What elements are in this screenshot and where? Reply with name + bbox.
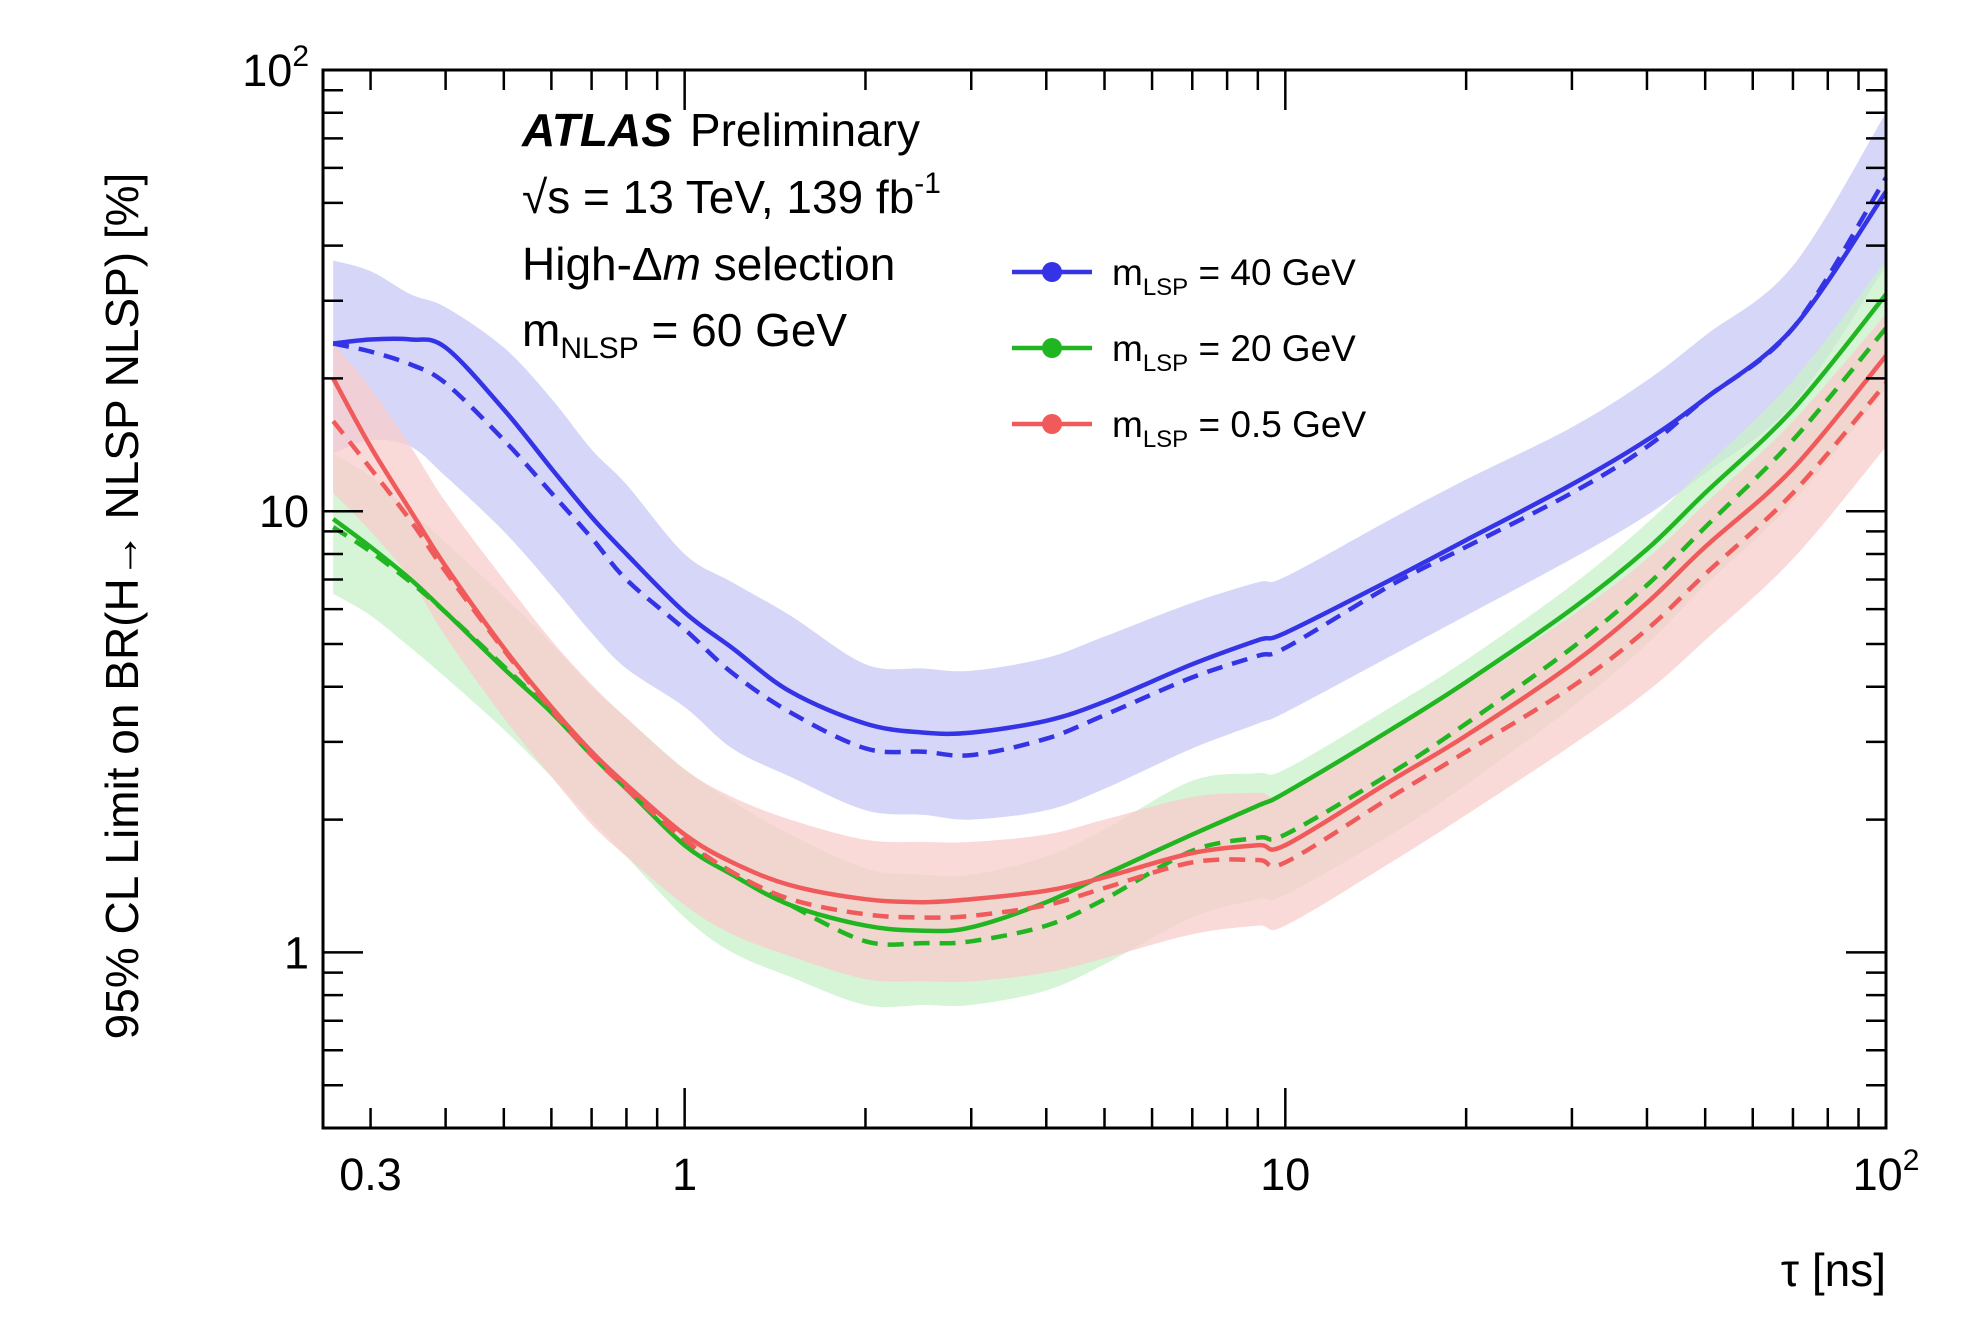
legend-marker-0	[1042, 262, 1062, 282]
uncertainty-bands	[333, 112, 1887, 1008]
observed-line-series-0	[332, 190, 1888, 737]
band-series-0	[333, 112, 1887, 820]
band-series-2	[333, 313, 1887, 983]
expected-line-series-0	[332, 176, 1888, 758]
atlas-label: ATLAS Preliminary √s = 13 TeV, 139 fb-1 H…	[521, 104, 941, 365]
selection-text: High-Δm selection	[522, 238, 895, 290]
energy-lumi: √s = 13 TeV, 139 fb-1	[522, 167, 941, 223]
axis-ticks	[323, 68, 1888, 1130]
y-tick-label-0: 1	[284, 927, 309, 978]
x-tick-label-0: 0.3	[339, 1149, 402, 1200]
legend: mLSP = 40 GeV mLSP = 20 GeV mLSP = 0.5 GeV	[1012, 252, 1366, 453]
legend-label-0: mLSP = 40 GeV	[1112, 252, 1356, 301]
x-tick-label-3: 102	[1853, 1144, 1920, 1200]
limit-curves	[331, 176, 1888, 947]
nlsp-mass: mNLSP = 60 GeV	[522, 304, 847, 365]
legend-marker-1	[1042, 338, 1062, 358]
axis-tick-labels: 0.3 1 10 102 1 10 102	[242, 40, 1919, 1200]
x-tick-label-1: 1	[672, 1149, 697, 1200]
observed-line-series-1	[331, 292, 1888, 934]
x-tick-label-2: 10	[1260, 1149, 1310, 1200]
legend-label-1: mLSP = 20 GeV	[1112, 328, 1356, 377]
expected-line-series-2	[331, 381, 1888, 920]
y-axis-title: 95% CL Limit on BR(H→ NLSP NLSP) [%]	[96, 173, 148, 1040]
legend-label-2: mLSP = 0.5 GeV	[1112, 404, 1366, 453]
status-text: Preliminary	[690, 104, 920, 156]
observed-line-series-2	[331, 354, 1888, 905]
x-axis-title: τ [ns]	[1781, 1244, 1886, 1296]
y-tick-label-1: 10	[259, 486, 309, 537]
experiment-name: ATLAS	[521, 104, 672, 156]
y-tick-label-2: 102	[242, 40, 309, 96]
legend-marker-2	[1042, 414, 1062, 434]
